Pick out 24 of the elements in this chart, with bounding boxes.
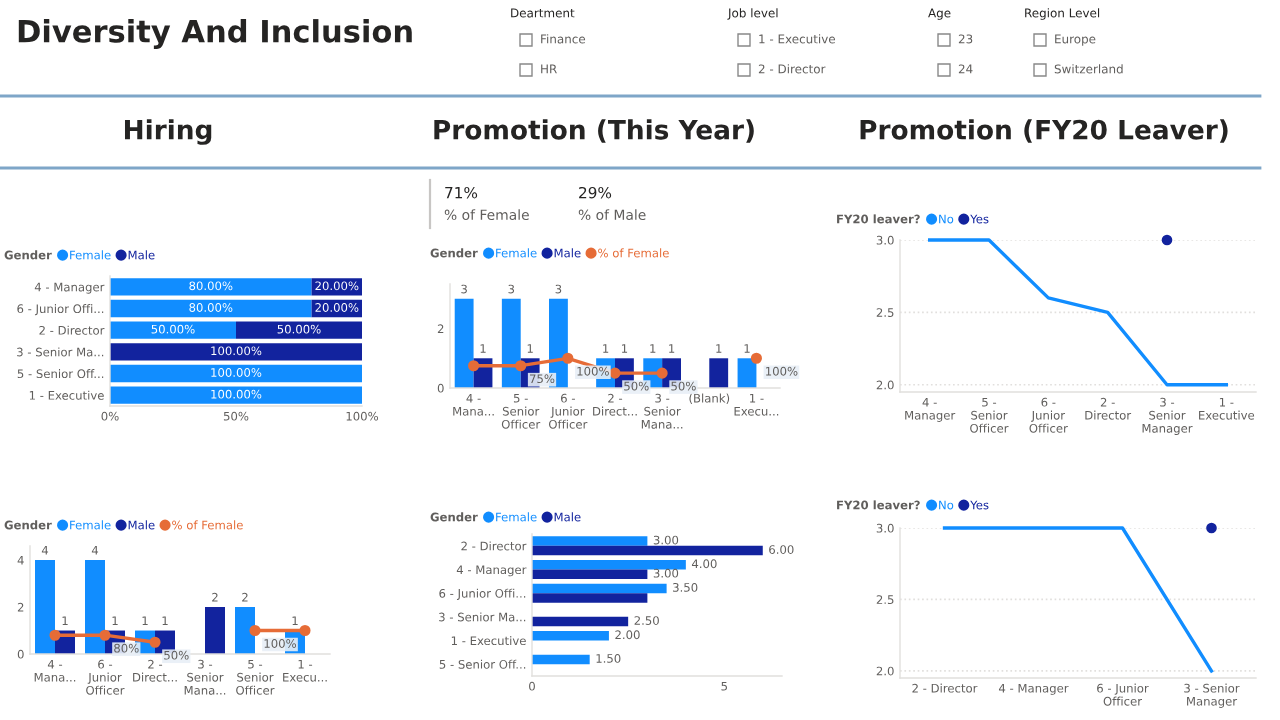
bar — [236, 321, 362, 339]
chart-title: Promotion (FY20 Leaver) — [860, 119, 1228, 143]
bar — [532, 536, 648, 546]
bar — [532, 583, 667, 594]
bar — [110, 299, 312, 318]
bar — [532, 631, 609, 641]
text: Diversity And Inclusion — [18, 19, 412, 49]
bar — [110, 321, 236, 339]
line-series — [928, 238, 1228, 387]
bar — [110, 278, 312, 296]
bar — [205, 607, 225, 654]
bar — [532, 593, 648, 603]
bar — [532, 654, 590, 665]
bar — [532, 569, 648, 579]
bar — [532, 560, 686, 570]
bar — [532, 616, 629, 627]
bar — [110, 364, 362, 383]
bar — [35, 560, 55, 654]
bar — [235, 607, 255, 654]
bar — [532, 545, 763, 556]
bar — [85, 560, 105, 654]
bar — [110, 343, 362, 361]
text: Promotion (This Year) — [434, 119, 754, 143]
chart-title: Hiring — [124, 119, 212, 145]
